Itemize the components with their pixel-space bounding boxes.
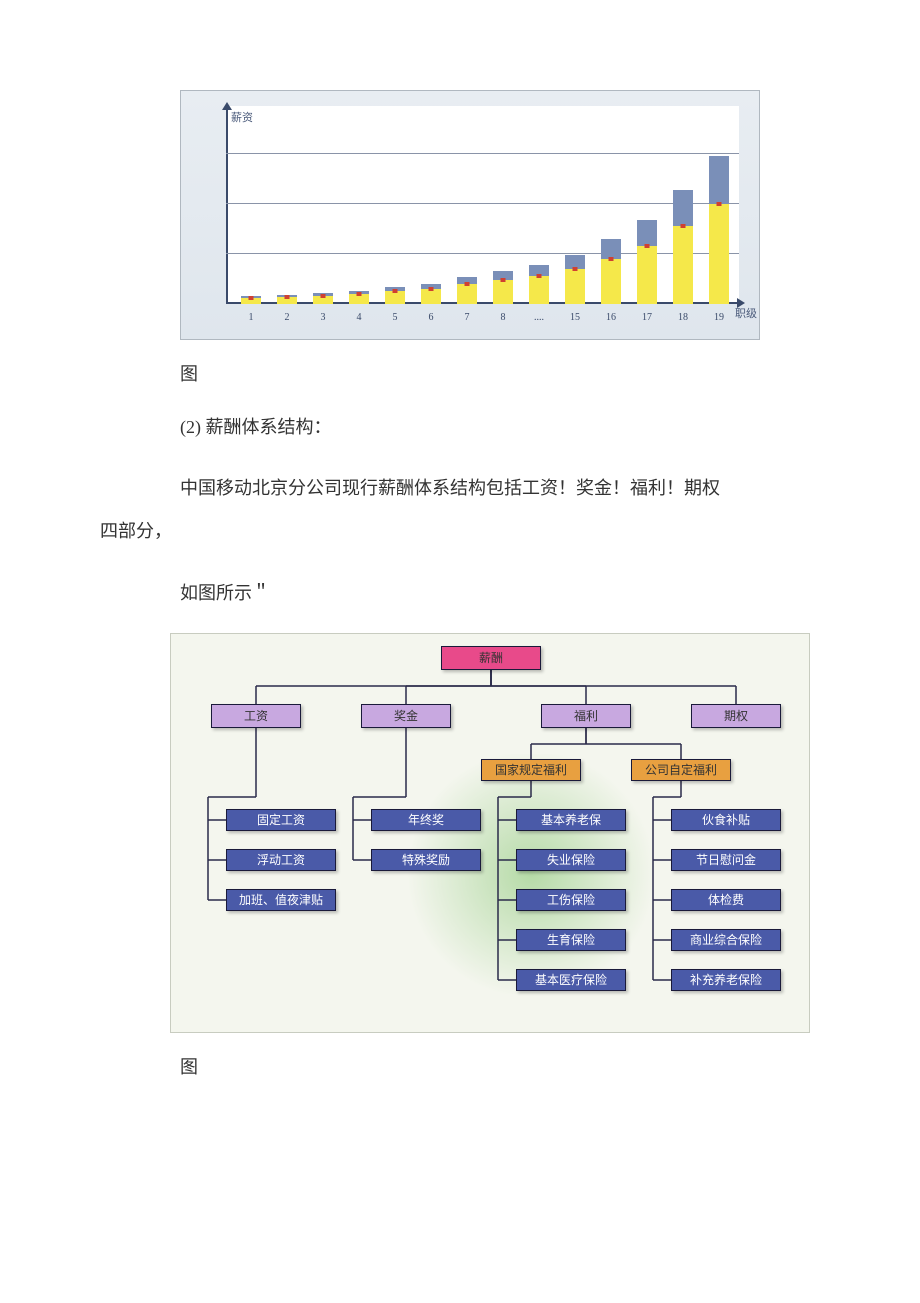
- bar: [529, 265, 549, 304]
- org-leaf-node: 加班、值夜津贴: [226, 889, 336, 911]
- org-leaf-node: 体检费: [671, 889, 781, 911]
- bar: [673, 190, 693, 304]
- x-tick-label: 5: [385, 312, 405, 323]
- x-tick-label: 16: [601, 312, 621, 323]
- bar-marker-icon: [717, 202, 722, 206]
- bar-bottom-segment: [601, 259, 621, 304]
- bar-bottom-segment: [637, 246, 657, 304]
- bar-marker-icon: [501, 278, 506, 282]
- bar-marker-icon: [609, 257, 614, 261]
- bar: [277, 295, 297, 304]
- bar: [385, 287, 405, 304]
- bar: [493, 271, 513, 304]
- paragraph-2: 如图所示＂: [180, 572, 780, 615]
- bar: [565, 255, 585, 304]
- org-leaf-node: 基本医疗保险: [516, 969, 626, 991]
- org-leaf-node: 伙食补贴: [671, 809, 781, 831]
- gridline: [226, 253, 739, 254]
- y-axis-label: 薪资: [231, 109, 253, 125]
- x-tick-label: 8: [493, 312, 513, 323]
- org-category-welfare: 福利: [541, 704, 631, 728]
- bar-marker-icon: [429, 287, 434, 291]
- x-tick-label: 7: [457, 312, 477, 323]
- bar: [637, 220, 657, 304]
- x-tick-label: 1: [241, 312, 261, 323]
- x-tick-label: 3: [313, 312, 333, 323]
- bar-bottom-segment: [529, 276, 549, 304]
- bar: [601, 239, 621, 304]
- bar-marker-icon: [285, 295, 290, 299]
- bar-marker-icon: [681, 224, 686, 228]
- bar: [457, 277, 477, 304]
- bar-bottom-segment: [457, 284, 477, 304]
- x-tick-label: 4: [349, 312, 369, 323]
- org-category-bonus: 奖金: [361, 704, 451, 728]
- org-leaf-node: 固定工资: [226, 809, 336, 831]
- bar-bottom-segment: [565, 269, 585, 304]
- bar-bottom-segment: [673, 226, 693, 304]
- org-leaf-node: 节日慰问金: [671, 849, 781, 871]
- bar-marker-icon: [321, 294, 326, 298]
- bar-marker-icon: [249, 296, 254, 300]
- x-tick-label: 2: [277, 312, 297, 323]
- org-leaf-node: 失业保险: [516, 849, 626, 871]
- chart-glow-decoration: [401, 754, 661, 994]
- org-root-node: 薪酬: [441, 646, 541, 670]
- bar-top-segment: [637, 220, 657, 246]
- org-leaf-node: 基本养老保: [516, 809, 626, 831]
- bar-top-segment: [673, 190, 693, 226]
- x-tick-label: ....: [529, 312, 549, 323]
- x-tick-label: 6: [421, 312, 441, 323]
- x-axis-label: 职级: [735, 305, 757, 321]
- section-heading: (2) 薪酬体系结构：: [180, 406, 780, 449]
- bar: [709, 156, 729, 304]
- x-tick-label: 18: [673, 312, 693, 323]
- org-sub-company_welfare: 公司自定福利: [631, 759, 731, 781]
- gridline: [226, 153, 739, 154]
- org-category-option: 期权: [691, 704, 781, 728]
- bar: [349, 291, 369, 304]
- bar: [313, 293, 333, 304]
- bar-marker-icon: [465, 282, 470, 286]
- figure-caption-2: 图: [180, 1053, 820, 1079]
- x-tick-label: 17: [637, 312, 657, 323]
- bar-bottom-segment: [493, 280, 513, 304]
- org-category-wage: 工资: [211, 704, 301, 728]
- org-leaf-node: 生育保险: [516, 929, 626, 951]
- org-leaf-node: 商业综合保险: [671, 929, 781, 951]
- paragraph-line-1: 中国移动北京分公司现行薪酬体系结构包括工资！奖金！福利！期权: [180, 467, 780, 510]
- paragraph-line-2: 四部分，: [100, 510, 780, 553]
- gridline: [226, 203, 739, 204]
- chart-plot-area: [226, 106, 739, 304]
- y-axis: [226, 106, 228, 304]
- x-tick-label: 19: [709, 312, 729, 323]
- bar-marker-icon: [357, 292, 362, 296]
- bar-bottom-segment: [421, 289, 441, 304]
- org-leaf-node: 工伤保险: [516, 889, 626, 911]
- org-leaf-node: 特殊奖励: [371, 849, 481, 871]
- org-leaf-node: 补充养老保险: [671, 969, 781, 991]
- org-leaf-node: 浮动工资: [226, 849, 336, 871]
- compensation-org-chart: 薪酬工资 奖金 福利 期权国家规定福利 公司自定福利固定工资浮动工资加班、值夜津贴 年终奖…: [170, 633, 810, 1033]
- x-tick-label: 15: [565, 312, 585, 323]
- bar-bottom-segment: [709, 204, 729, 304]
- org-sub-state_welfare: 国家规定福利: [481, 759, 581, 781]
- bar: [421, 284, 441, 304]
- bar-marker-icon: [573, 267, 578, 271]
- org-leaf-node: 年终奖: [371, 809, 481, 831]
- bar: [241, 296, 261, 304]
- figure-caption-1: 图: [180, 360, 820, 386]
- bar-marker-icon: [393, 289, 398, 293]
- bar-marker-icon: [645, 244, 650, 248]
- bar-marker-icon: [537, 274, 542, 278]
- x-axis: [226, 302, 739, 304]
- salary-bar-chart: 薪资 职级 1 2 3 4 5 6 7 8.... 15 16 17 18 19: [180, 90, 760, 340]
- bar-top-segment: [709, 156, 729, 204]
- bar-top-segment: [601, 239, 621, 259]
